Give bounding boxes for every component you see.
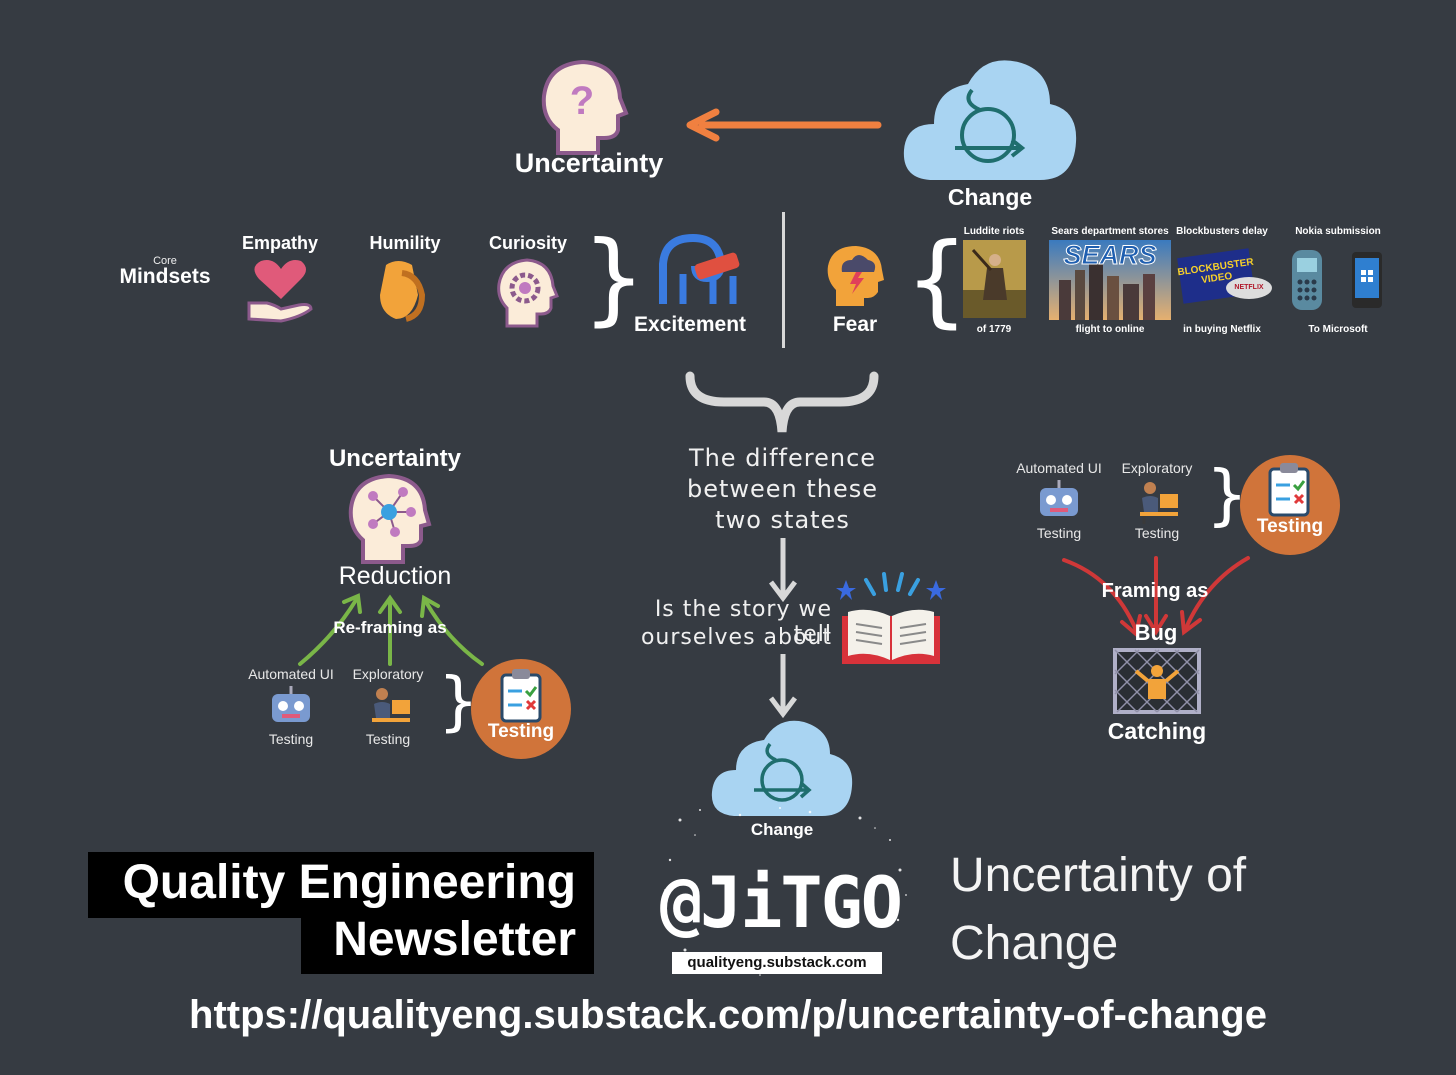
- story-line2: ourselves about: [640, 625, 832, 650]
- nokia-phone-icon: [1292, 250, 1322, 310]
- left-auto-top: Automated UI: [248, 666, 334, 682]
- change-label-top: Change: [947, 184, 1033, 210]
- heart-hand-icon: [247, 260, 313, 323]
- empathy-label: Empathy: [241, 233, 319, 253]
- excitement-label: Excitement: [633, 313, 747, 336]
- gear-head-icon: [497, 258, 559, 328]
- example-luddite-top: Luddite riots: [963, 226, 1025, 237]
- robot-icon-right: [1040, 480, 1078, 516]
- left-brace-examples: {: [905, 221, 969, 338]
- windows-phone-icon: [1352, 252, 1382, 308]
- jitgo-logo: @JiTGO: [660, 862, 903, 944]
- orange-arrow: [686, 108, 882, 142]
- handshake-icon: [380, 261, 426, 322]
- left-expl-bottom: Testing: [365, 731, 411, 747]
- example-nokia-bottom: To Microsoft: [1308, 324, 1368, 335]
- framing-label: Framing as: [1101, 580, 1209, 602]
- checklist-icon: [500, 669, 542, 723]
- goal-net-icon: [1113, 648, 1201, 714]
- curiosity-label: Curiosity: [488, 233, 567, 253]
- catching-label: Catching: [1107, 718, 1207, 744]
- left-testing-label: Testing: [487, 721, 555, 742]
- right-auto-bottom: Testing: [1036, 525, 1082, 541]
- right-expl-top: Exploratory: [1121, 460, 1193, 476]
- story-line1: Is the story we tell: [654, 597, 832, 647]
- network-head-icon: [348, 473, 432, 564]
- site-label: qualityeng.substack.com: [672, 952, 882, 974]
- newsletter-title-line1: Quality Engineering: [88, 852, 594, 918]
- fear-label: Fear: [832, 313, 878, 336]
- reframing-label: Re-framing as: [333, 618, 447, 637]
- luddite-painting: [963, 240, 1026, 318]
- right-expl-bottom: Testing: [1134, 525, 1180, 541]
- down-arrow-1: [769, 538, 797, 603]
- change-cloud-icon-bottom: [711, 720, 853, 816]
- rollercoaster-icon: [659, 233, 740, 304]
- change-label-bottom: Change: [750, 820, 814, 839]
- newsletter-title-line2: Newsletter: [301, 914, 594, 974]
- example-sears-top: Sears department stores: [1051, 226, 1169, 237]
- open-book-icon: [836, 572, 946, 664]
- uncertainty-reduction-title-top: Uncertainty: [328, 445, 462, 472]
- sears-logo: SEARS: [1063, 240, 1157, 271]
- red-arrows: [1062, 556, 1250, 638]
- example-blockbuster-bottom: in buying Netflix: [1183, 324, 1261, 335]
- divider-line: [782, 212, 785, 348]
- example-luddite-bottom: of 1779: [976, 324, 1012, 335]
- checklist-icon-right: [1268, 463, 1310, 517]
- example-sears-bottom: flight to online: [1075, 324, 1145, 335]
- fear-head-icon: [827, 246, 884, 306]
- netflix-logo: NETFLIX: [1226, 277, 1272, 299]
- right-brace-mindsets: }: [582, 219, 646, 336]
- difference-text: The difference between these two states: [686, 444, 879, 534]
- person-desk-icon: [372, 688, 410, 730]
- article-title-line1: Uncertainty of: [950, 849, 1247, 902]
- core-label: Core: [153, 255, 177, 267]
- green-arrows: [298, 593, 484, 666]
- right-auto-top: Automated UI: [1016, 460, 1102, 476]
- right-testing-label: Testing: [1256, 516, 1324, 537]
- left-expl-top: Exploratory: [352, 666, 424, 682]
- robot-icon: [272, 686, 310, 722]
- uncertainty-reduction-title-bottom: Reduction: [338, 562, 452, 590]
- change-cloud-icon: [903, 60, 1077, 180]
- example-blockbuster-top: Blockbusters delay: [1176, 226, 1268, 237]
- example-nokia-top: Nokia submission: [1295, 226, 1381, 237]
- person-desk-icon-right: [1140, 482, 1178, 524]
- sears-image: [1049, 240, 1171, 320]
- humility-label: Humility: [369, 233, 441, 253]
- left-auto-bottom: Testing: [268, 731, 314, 747]
- mindsets-label: Mindsets: [119, 265, 211, 288]
- uncertainty-head-icon: ?: [541, 59, 629, 155]
- article-title-line2: Change: [950, 917, 1119, 970]
- bug-label: Bug: [1134, 620, 1178, 645]
- uncertainty-label: Uncertainty: [514, 148, 664, 178]
- down-brace: [685, 371, 879, 433]
- down-arrow-2: [769, 654, 797, 719]
- svg-text:?: ?: [570, 79, 594, 123]
- article-url[interactable]: https://qualityeng.substack.com/p/uncert…: [189, 993, 1267, 1037]
